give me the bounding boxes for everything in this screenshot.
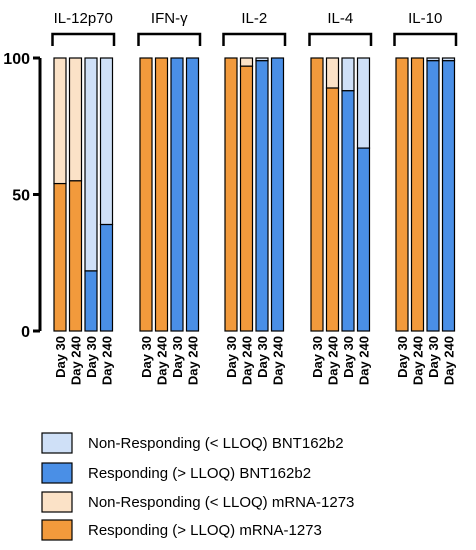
x-tick-label: Day 240	[240, 336, 255, 385]
bar-segment-non-responding	[239, 57, 254, 67]
bar-segment-responding	[185, 57, 200, 332]
bar-segment-responding	[170, 57, 184, 332]
x-tick-label: Day 240	[357, 336, 372, 385]
legend-swatch	[41, 519, 73, 541]
y-tick-label: 0	[21, 324, 30, 341]
x-tick-label: Day 240	[186, 336, 201, 385]
bar-segment-responding	[99, 223, 114, 332]
bar-segment-responding	[441, 60, 456, 332]
y-axis: 0 50 100	[3, 51, 42, 341]
x-tick-label: Day 30	[255, 336, 270, 378]
legend-label: Responding (> LLOQ) mRNA-1273	[88, 522, 322, 539]
group-label: IFN-γ	[151, 10, 188, 27]
y-tick-label: 100	[3, 51, 30, 68]
bars-layer	[53, 57, 456, 332]
legend-label: Responding (> LLOQ) BNT162b2	[88, 465, 311, 482]
bar-segment-responding	[68, 180, 83, 332]
legend-swatch	[41, 491, 73, 513]
group-bracket	[222, 32, 287, 46]
bar-segment-responding	[426, 60, 440, 332]
bar-segment-non-responding	[341, 57, 355, 92]
bar-segment-responding	[154, 57, 169, 332]
legend-swatch	[41, 432, 73, 454]
x-tick-label: Day 30	[139, 336, 154, 378]
bar-segment-responding	[356, 147, 371, 332]
bar-segment-responding	[310, 57, 324, 332]
group-bracket	[393, 32, 458, 46]
group-bracket	[137, 32, 202, 46]
bar-segment-responding	[224, 57, 238, 332]
x-tick-label: Day 30	[310, 336, 325, 378]
bar-segment-responding	[53, 182, 67, 332]
group-label: IL-4	[327, 10, 353, 27]
bar-segment-responding	[239, 65, 254, 332]
x-tick-labels: Day 30 Day 240 Day 30 Day 240 Day 30 Day 240 D…	[53, 336, 457, 385]
legend-swatch	[41, 462, 73, 484]
bar-segment-non-responding	[53, 57, 67, 185]
x-tick-label: Day 240	[69, 336, 84, 385]
group-bracket	[51, 32, 116, 46]
bar-segment-responding	[84, 270, 98, 332]
x-tick-label: Day 30	[341, 336, 356, 378]
x-tick-label: Day 30	[224, 336, 239, 378]
bar-segment-responding	[139, 57, 153, 332]
x-tick-label: Day 240	[271, 336, 286, 385]
legend: Non-Responding (< LLOQ) BNT162b2 Respondi…	[41, 432, 354, 541]
y-tick-label: 50	[12, 188, 30, 205]
x-tick-label: Day 30	[53, 336, 68, 378]
bar-segment-responding	[255, 60, 269, 332]
x-tick-label: Day 30	[170, 336, 185, 378]
x-tick-label: Day 30	[395, 336, 410, 378]
bar-segment-non-responding	[356, 57, 371, 149]
bar-segment-responding	[395, 57, 409, 332]
bar-segment-non-responding	[99, 57, 114, 226]
bar-segment-responding	[325, 87, 340, 332]
x-tick-label: Day 240	[442, 336, 457, 385]
x-tick-label: Day 240	[155, 336, 170, 385]
x-tick-label: Day 30	[426, 336, 441, 378]
bar-segment-responding	[270, 57, 285, 332]
bar-segment-non-responding	[325, 57, 340, 89]
group-label: IL-12p70	[54, 10, 113, 27]
bar-segment-non-responding	[84, 57, 98, 272]
bar-segment-non-responding	[68, 57, 83, 182]
x-tick-label: Day 30	[84, 336, 99, 378]
legend-label: Non-Responding (< LLOQ) BNT162b2	[88, 435, 344, 452]
legend-label: Non-Responding (< LLOQ) mRNA-1273	[88, 494, 354, 511]
x-tick-label: Day 240	[326, 336, 341, 385]
x-tick-label: Day 240	[411, 336, 426, 385]
group-bracket	[308, 32, 373, 46]
bar-segment-responding	[341, 90, 355, 332]
x-tick-label: Day 240	[100, 336, 115, 385]
group-brackets: IL-12p70 IFN-γ IL-2 IL-4 IL-10	[51, 10, 458, 46]
bar-segment-responding	[410, 57, 425, 332]
group-label: IL-2	[241, 10, 267, 27]
group-label: IL-10	[408, 10, 442, 27]
